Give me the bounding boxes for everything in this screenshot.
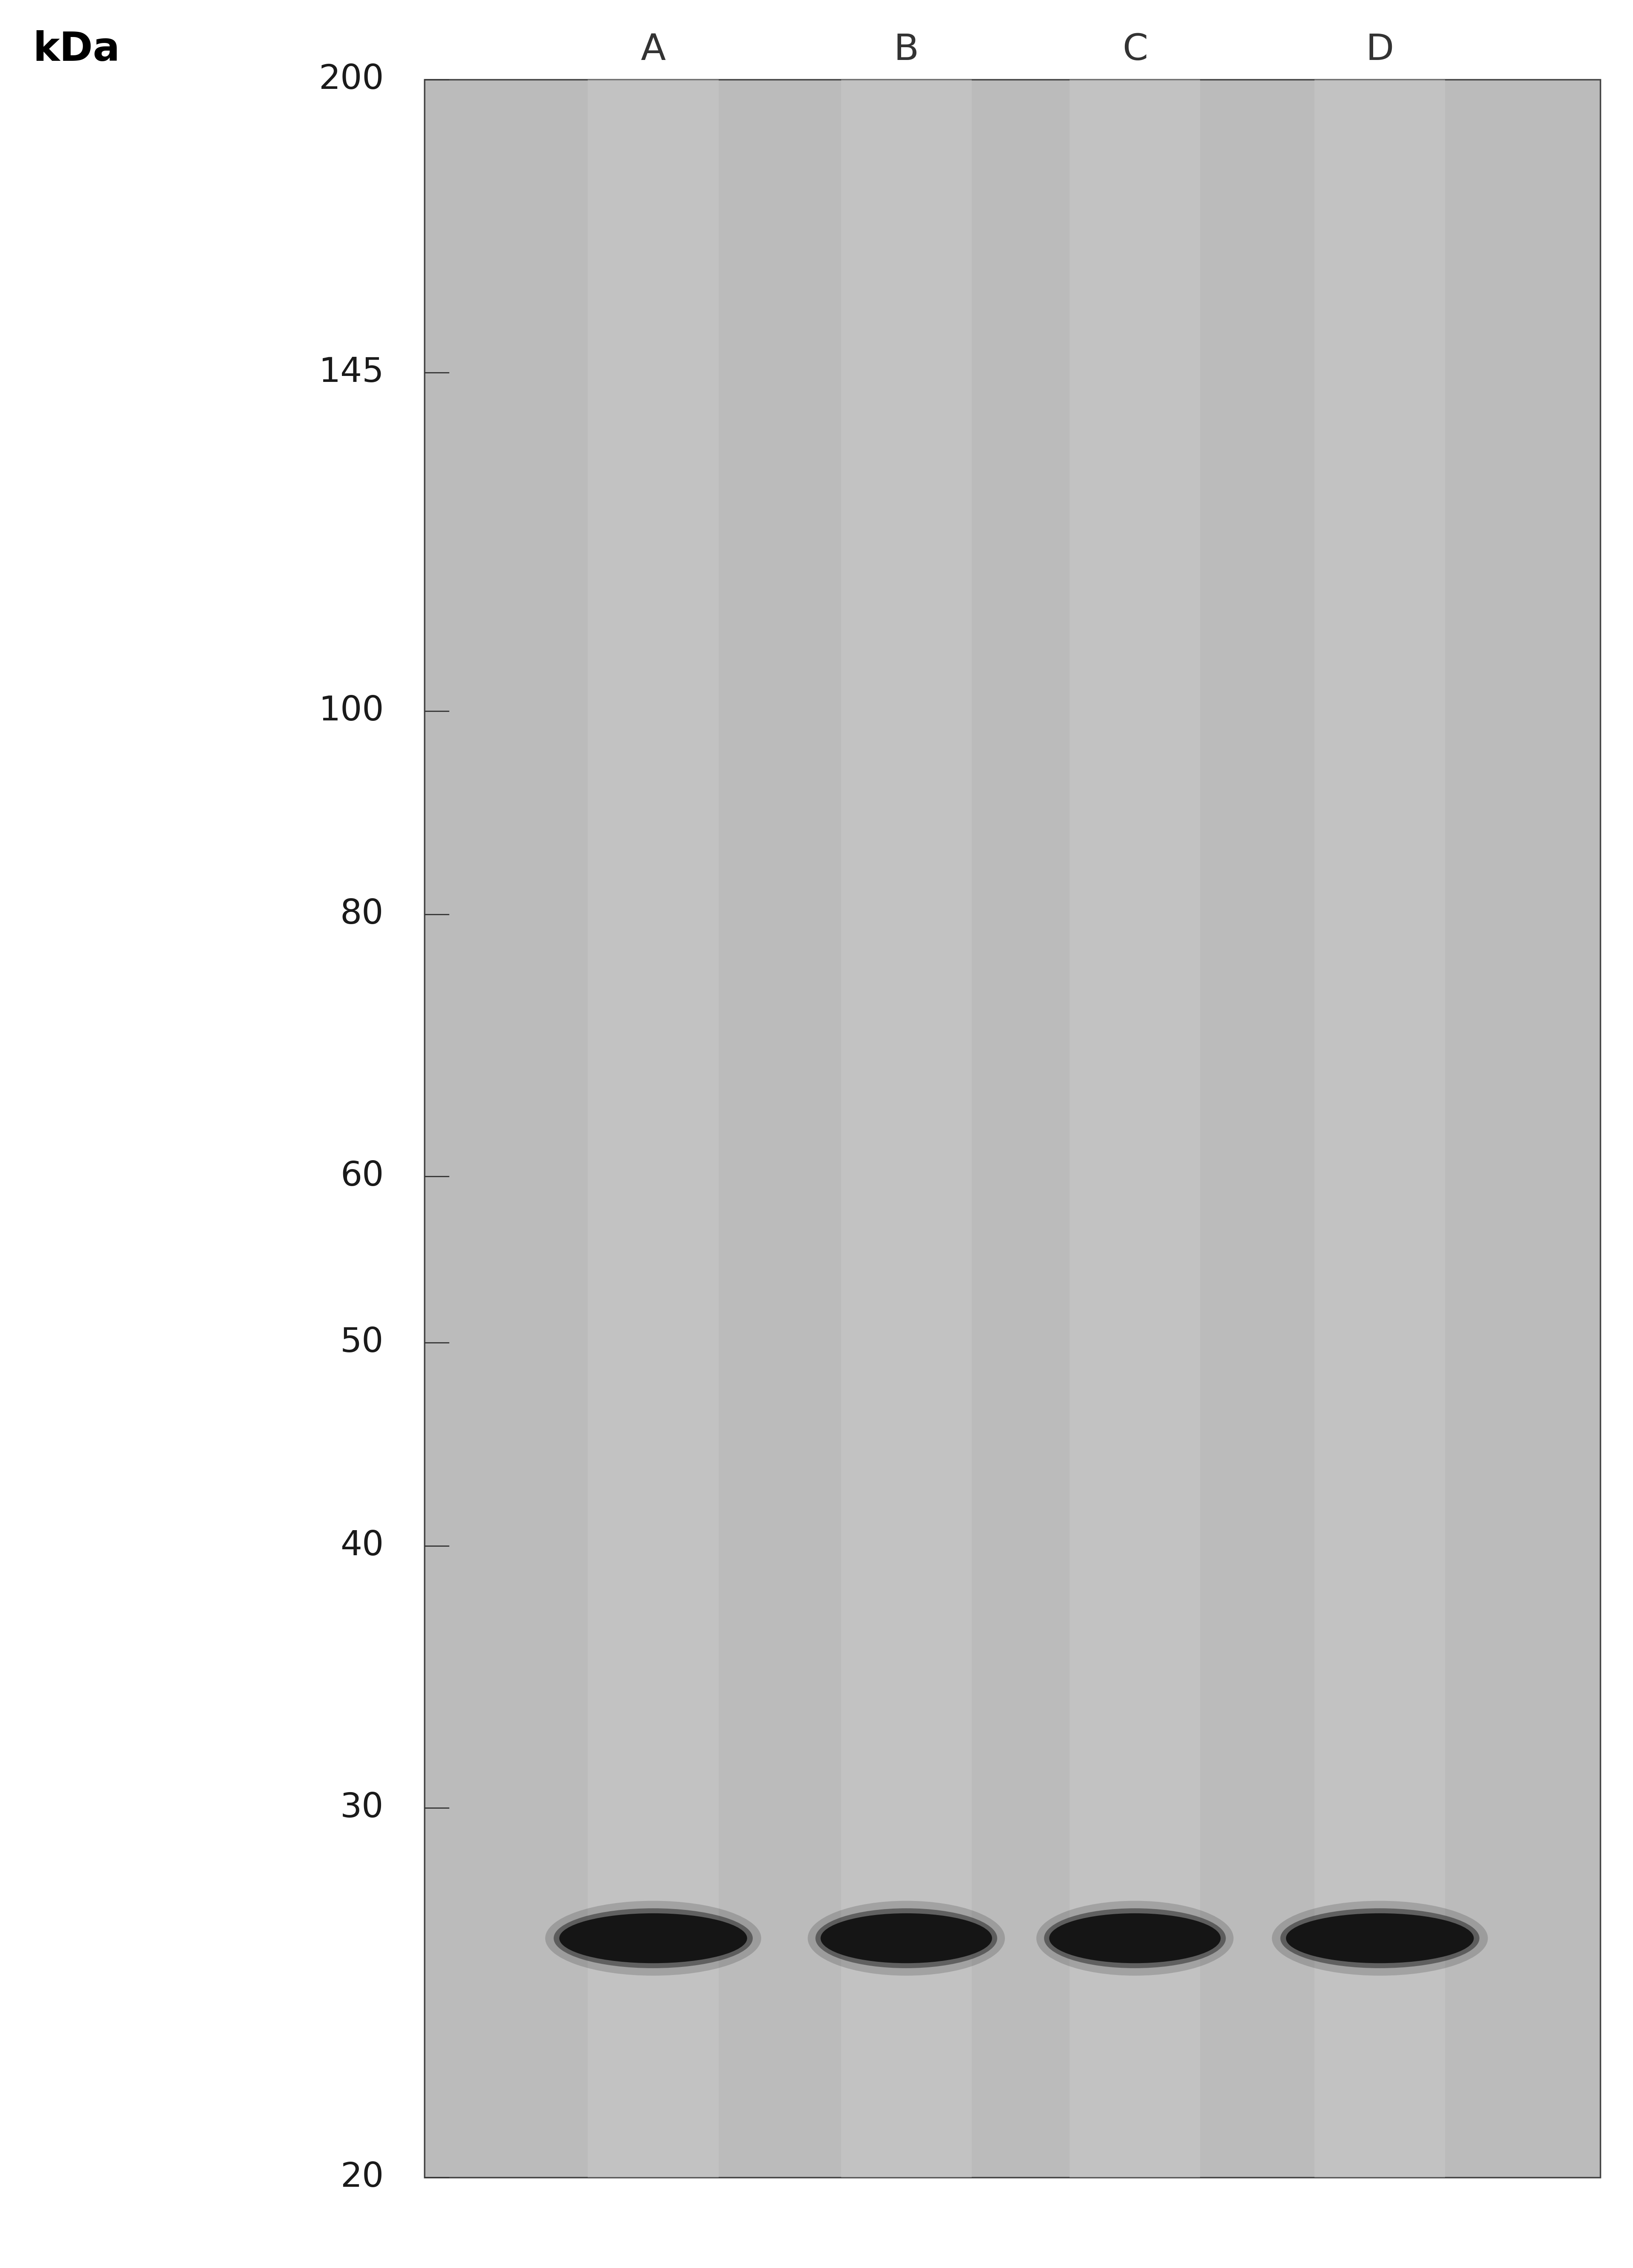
Ellipse shape (1280, 1907, 1479, 1969)
Ellipse shape (545, 1901, 761, 1975)
Text: 145: 145 (318, 356, 384, 390)
Text: 30: 30 (340, 1792, 384, 1823)
Text: 200: 200 (318, 64, 384, 95)
Bar (425, 79, 1600, 2177)
Text: C: C (1122, 32, 1148, 68)
Bar (841, 79, 972, 2177)
Ellipse shape (558, 1914, 746, 1964)
Bar (1070, 79, 1200, 2177)
Ellipse shape (808, 1901, 1004, 1975)
Text: 60: 60 (340, 1159, 384, 1193)
Text: 80: 80 (340, 898, 384, 930)
Text: A: A (640, 32, 666, 68)
Ellipse shape (1272, 1901, 1488, 1975)
Text: 100: 100 (318, 694, 384, 728)
Text: 40: 40 (340, 1529, 384, 1563)
Bar (1315, 79, 1445, 2177)
Ellipse shape (554, 1907, 753, 1969)
Ellipse shape (821, 1914, 993, 1964)
Text: 20: 20 (340, 2161, 384, 2193)
Ellipse shape (1048, 1914, 1220, 1964)
Ellipse shape (1285, 1914, 1473, 1964)
Bar (588, 79, 719, 2177)
Text: D: D (1365, 32, 1395, 68)
Text: 50: 50 (340, 1327, 384, 1359)
Ellipse shape (815, 1907, 998, 1969)
Text: B: B (893, 32, 919, 68)
Text: kDa: kDa (33, 29, 119, 70)
Ellipse shape (1037, 1901, 1233, 1975)
Ellipse shape (1043, 1907, 1226, 1969)
